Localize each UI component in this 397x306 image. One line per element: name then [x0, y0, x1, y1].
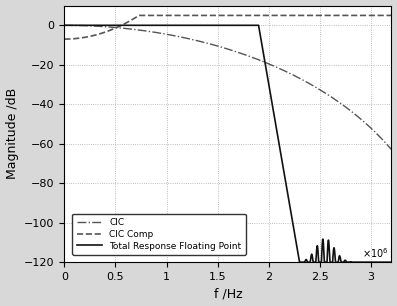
Total Response Floating Point: [389, 260, 394, 264]
Total Response Floating Point: [62, 24, 67, 27]
CIC: [222, 46, 227, 50]
Legend: CIC, CIC Comp, Total Response Floating Point: CIC, CIC Comp, Total Response Floating P…: [72, 214, 246, 255]
CIC Comp: [222, 13, 227, 17]
Total Response Floating Point: [75, 24, 80, 27]
Total Response Floating Point: [222, 24, 227, 27]
CIC Comp: [62, 37, 67, 41]
Line: CIC: CIC: [64, 25, 391, 150]
Line: CIC Comp: CIC Comp: [64, 15, 391, 39]
Total Response Floating Point: [81, 24, 86, 27]
CIC: [75, 24, 80, 27]
CIC Comp: [75, 36, 80, 40]
Total Response Floating Point: [64, 24, 68, 27]
CIC Comp: [389, 13, 394, 17]
CIC Comp: [126, 20, 131, 24]
Total Response Floating Point: [372, 260, 376, 264]
CIC: [126, 27, 131, 31]
CIC: [81, 24, 86, 28]
Total Response Floating Point: [126, 24, 131, 27]
CIC Comp: [372, 13, 376, 17]
CIC: [62, 24, 67, 27]
Line: Total Response Floating Point: Total Response Floating Point: [64, 25, 391, 262]
CIC: [372, 129, 376, 133]
Total Response Floating Point: [297, 260, 302, 264]
X-axis label: f /Hz: f /Hz: [214, 287, 242, 300]
CIC Comp: [81, 36, 86, 39]
CIC Comp: [64, 37, 68, 41]
CIC Comp: [137, 13, 141, 17]
CIC: [389, 148, 394, 151]
Y-axis label: Magnitude /dB: Magnitude /dB: [6, 88, 19, 180]
CIC: [64, 24, 68, 27]
Text: $\times 10^6$: $\times 10^6$: [362, 246, 388, 259]
